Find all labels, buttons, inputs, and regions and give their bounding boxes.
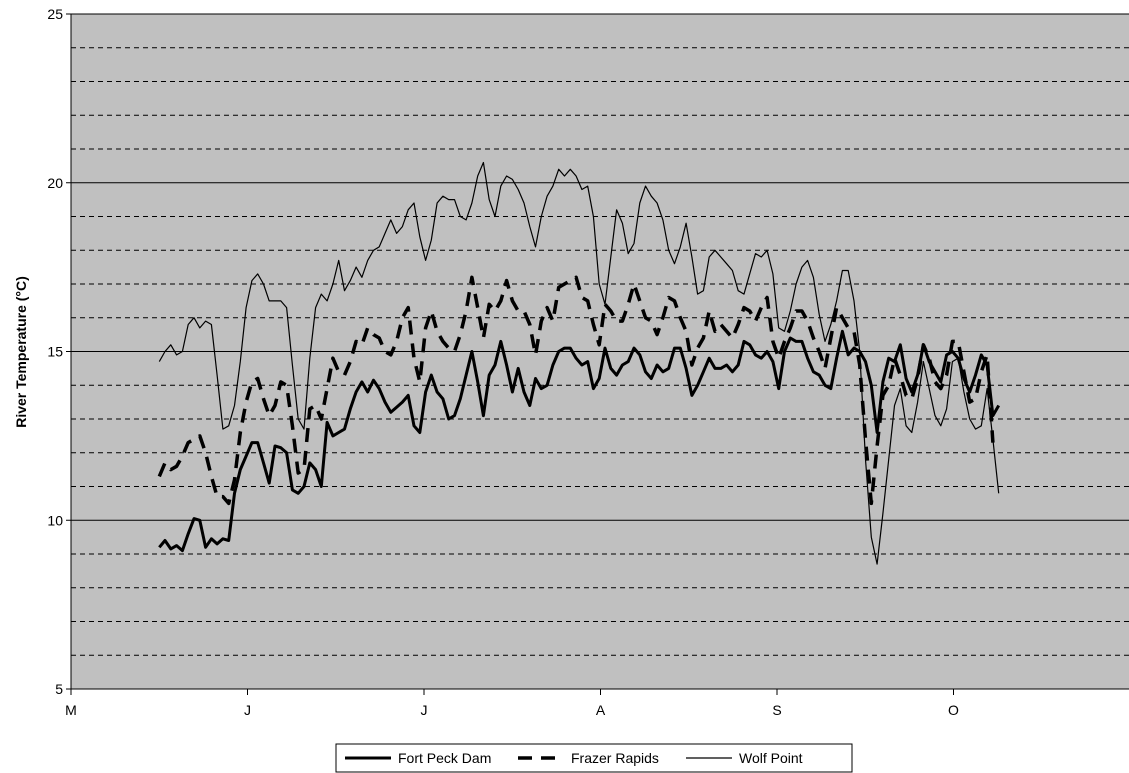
- y-tick-label: 5: [55, 681, 63, 697]
- series-line-frazer-rapids: [157, 275, 995, 506]
- x-tick-label: J: [244, 702, 251, 718]
- legend-label: Wolf Point: [739, 750, 803, 766]
- series-line-wolf-point: [158, 161, 1000, 565]
- x-tick-label: S: [772, 702, 781, 718]
- y-axis-ticks: 5 10 15 20 25: [47, 6, 71, 697]
- series-line-fort-peck-dam: [158, 329, 1001, 553]
- y-tick-label: 20: [47, 175, 63, 191]
- x-tick-label: A: [596, 702, 606, 718]
- legend: Fort Peck Dam Frazer Rapids Wolf Point: [335, 743, 853, 773]
- legend-label: Frazer Rapids: [571, 750, 659, 766]
- x-tick-label: O: [948, 702, 959, 718]
- x-tick-label: J: [421, 702, 428, 718]
- x-tick-label: M: [65, 702, 77, 718]
- y-tick-label: 25: [47, 6, 63, 22]
- series-lines: [157, 161, 1001, 565]
- legend-label: Fort Peck Dam: [398, 750, 491, 766]
- minor-gridlines: [71, 47, 1129, 656]
- y-tick-label: 10: [47, 512, 63, 528]
- legend-box: [335, 743, 853, 773]
- y-tick-label: 15: [47, 344, 63, 360]
- y-axis-title: River Temperature (°C): [13, 276, 29, 428]
